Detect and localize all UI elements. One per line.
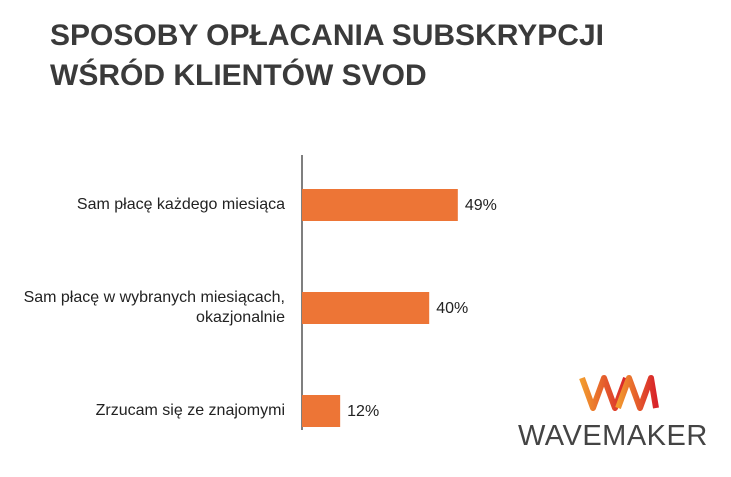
logo-text: WAVEMAKER: [518, 420, 708, 452]
category-label: Zrzucam się ze znajomymi: [95, 402, 285, 419]
chart-title: WŚRÓD KLIENTÓW SVOD: [50, 58, 427, 92]
value-label: 49%: [465, 197, 497, 214]
category-label: Sam płacę w wybranych miesiącach, okazjo…: [23, 289, 285, 326]
value-label: 40%: [436, 300, 468, 317]
bar: [302, 292, 430, 324]
chart-title: SPOSOBY OPŁACANIA SUBSKRYPCJI: [50, 19, 604, 52]
value-label: 12%: [347, 403, 379, 420]
bar: [302, 189, 458, 221]
logo-mark: [579, 375, 659, 411]
bar: [302, 395, 341, 427]
category-label: Sam płacę każdego miesiąca: [76, 196, 285, 213]
